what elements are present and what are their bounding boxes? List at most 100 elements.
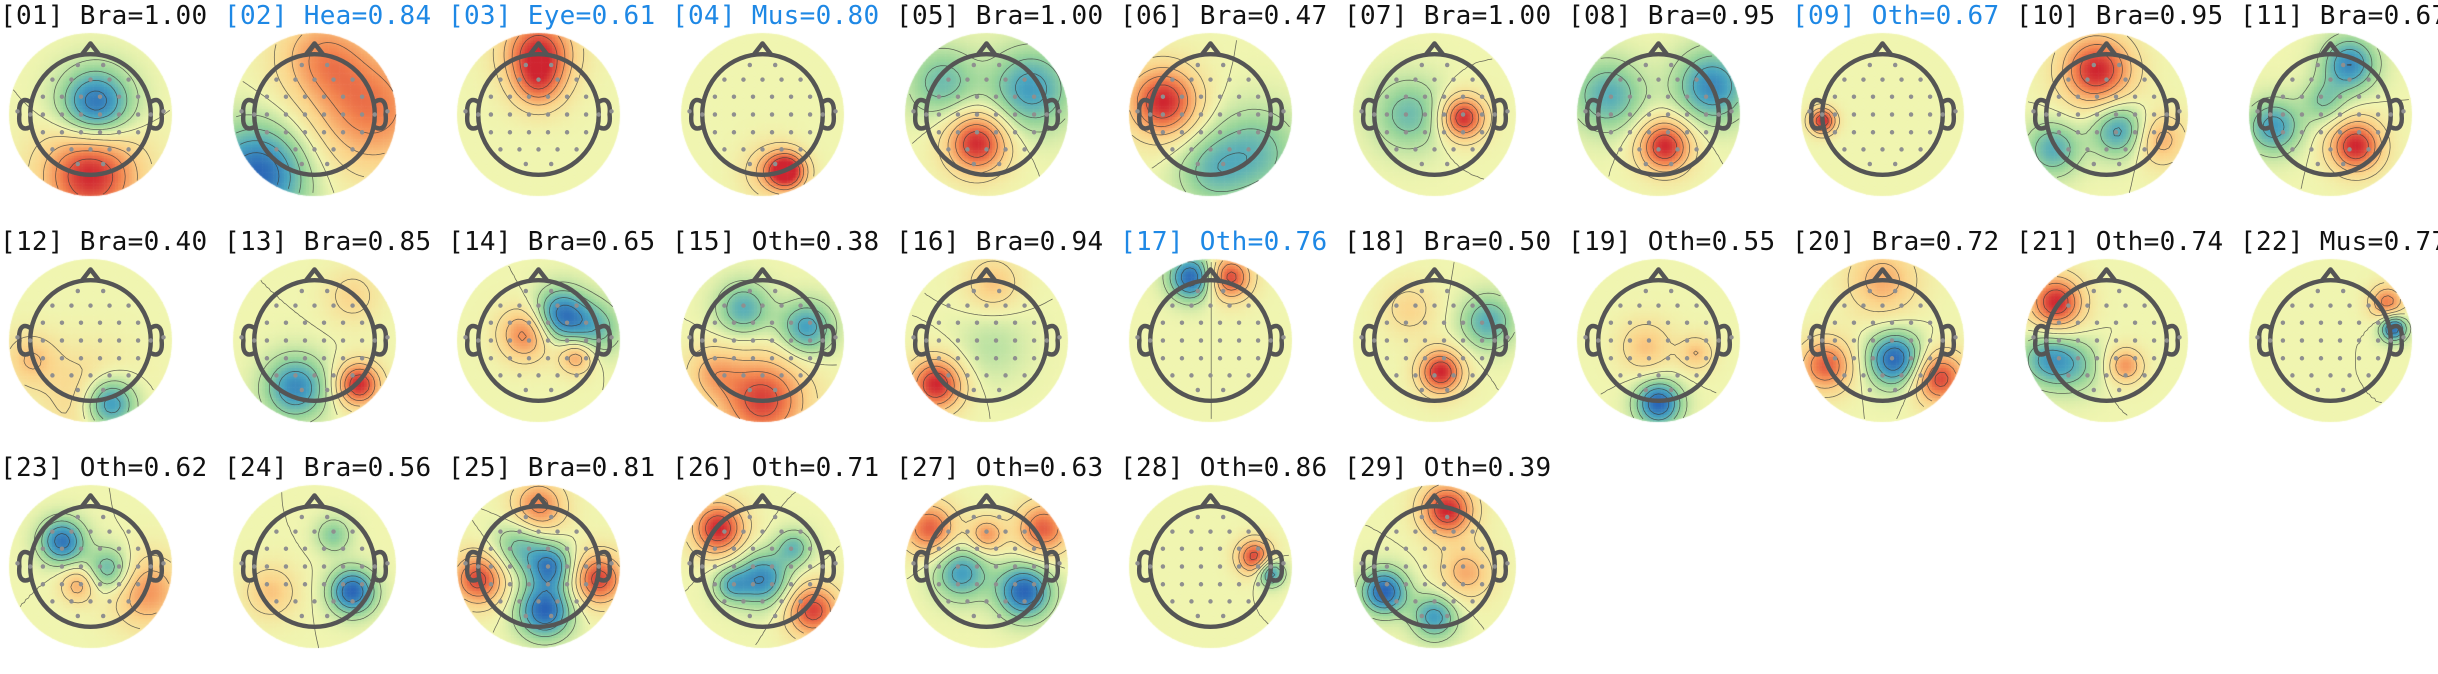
sensor-dot [1880, 77, 1885, 82]
sensor-dot [1441, 356, 1447, 361]
sensor-dot [1170, 147, 1175, 152]
sensor-dot [135, 94, 141, 99]
right-ear-shape [1941, 97, 1957, 131]
sensor-dot [741, 529, 746, 534]
component-29[interactable]: [29] Oth=0.39 [1344, 452, 1566, 674]
sensor-dot [1160, 112, 1166, 117]
component-28[interactable]: [28] Oth=0.86 [1120, 452, 1342, 674]
sensor-dot [59, 582, 65, 587]
sensor-dot [788, 94, 794, 99]
sensor-dot [1198, 320, 1204, 325]
right-ear-shape [1045, 549, 1061, 583]
sensor-dot [340, 130, 346, 135]
component-09[interactable]: [09] Oth=0.67 [1792, 0, 2014, 222]
sensor-dot [293, 77, 298, 82]
component-05[interactable]: [05] Bra=1.00 [896, 0, 1118, 222]
component-12[interactable]: [12] Bra=0.40 [0, 226, 222, 448]
sensor-dot [1665, 130, 1671, 135]
component-22[interactable]: [22] Mus=0.77 [2240, 226, 2438, 448]
sensor-dot [750, 320, 756, 325]
sensor-dot [1627, 356, 1633, 361]
sensor-dot [2104, 147, 2109, 152]
component-13[interactable]: [13] Bra=0.85 [224, 226, 446, 448]
component-26[interactable]: [26] Oth=0.71 [672, 452, 894, 674]
component-23[interactable]: [23] Oth=0.62 [0, 452, 222, 674]
sensor-dot [161, 561, 166, 566]
nose-shape [975, 41, 998, 57]
component-20[interactable]: [20] Bra=0.72 [1792, 226, 2014, 448]
component-06[interactable]: [06] Bra=0.47 [1120, 0, 1342, 222]
sensor-dot [1441, 130, 1447, 135]
sensor-dot [293, 303, 298, 308]
sensor-dot [1170, 599, 1175, 604]
component-11[interactable]: [11] Bra=0.67 [2240, 0, 2438, 222]
sensor-dot [583, 338, 589, 343]
sensor-dot [1908, 130, 1914, 135]
sensor-dot [583, 582, 589, 587]
sensor-dot [769, 356, 775, 361]
sensor-dot [1460, 582, 1466, 587]
sensor-dot [993, 94, 999, 99]
sensor-dot [1807, 109, 1812, 114]
component-17[interactable]: [17] Oth=0.76 [1120, 226, 1342, 448]
component-08[interactable]: [08] Bra=0.95 [1568, 0, 1790, 222]
sensor-dot [712, 356, 718, 361]
head-circle [251, 51, 378, 178]
topomap-image [1800, 258, 1965, 423]
sensor-dot [1236, 582, 1242, 587]
component-27[interactable]: [27] Oth=0.63 [896, 452, 1118, 674]
sensor-dot [1384, 564, 1390, 569]
sensor-dot [747, 161, 753, 167]
head-circle [251, 277, 378, 404]
sensor-dot [1927, 356, 1933, 361]
component-15[interactable]: [15] Oth=0.38 [672, 226, 894, 448]
sensor-dot [2123, 373, 2128, 378]
left-ear-shape [464, 549, 480, 583]
sensor-dot [2066, 77, 2071, 82]
sensor-dot [1031, 94, 1037, 99]
component-01[interactable]: [01] Bra=1.00 [0, 0, 222, 222]
sensor-dot [1217, 546, 1223, 551]
sensor-dot [1268, 564, 1274, 569]
sensor-dot [772, 613, 778, 619]
sensor-dot [1147, 564, 1153, 569]
sensor-dot [475, 112, 481, 117]
sensor-dot [517, 529, 522, 534]
sensor-dot [760, 303, 765, 308]
component-10[interactable]: [10] Bra=0.95 [2016, 0, 2238, 222]
sensor-dot [488, 582, 494, 587]
component-02[interactable]: [02] Hea=0.84 [224, 0, 446, 222]
sensor-dot [126, 599, 131, 604]
nose-shape [79, 267, 102, 283]
sensor-dot [1160, 320, 1166, 325]
component-04[interactable]: [04] Mus=0.80 [672, 0, 894, 222]
sensor-dot [722, 599, 727, 604]
head-outline [1359, 41, 1510, 180]
component-03[interactable]: [03] Eye=0.61 [448, 0, 670, 222]
component-16[interactable]: [16] Bra=0.94 [896, 226, 1118, 448]
component-18[interactable]: [18] Bra=0.50 [1344, 226, 1566, 448]
sensor-dot [97, 564, 103, 569]
left-ear-shape [912, 549, 928, 583]
sensor-dot [750, 112, 756, 117]
sensor-dot [564, 564, 570, 569]
sensor-dot [1419, 387, 1425, 393]
sensor-dot [1236, 564, 1242, 569]
sensor-dot [526, 320, 532, 325]
sensor-dot [2056, 356, 2062, 361]
sensor-dot [1444, 514, 1450, 520]
sensor-dot [1384, 546, 1390, 551]
sensor-dot [1403, 338, 1409, 343]
sensor-dot [2299, 356, 2305, 361]
component-24[interactable]: [24] Bra=0.56 [224, 452, 446, 674]
component-14[interactable]: [14] Bra=0.65 [448, 226, 670, 448]
component-07[interactable]: [07] Bra=1.00 [1344, 0, 1566, 222]
sensor-dot [772, 514, 778, 520]
component-21[interactable]: [21] Oth=0.74 [2016, 226, 2238, 448]
component-25[interactable]: [25] Bra=0.81 [448, 452, 670, 674]
sensor-dot [536, 147, 541, 152]
sensor-dot [574, 303, 579, 308]
sensor-dot [2299, 112, 2305, 117]
component-19[interactable]: [19] Oth=0.55 [1568, 226, 1790, 448]
sensor-dot [1281, 109, 1286, 114]
